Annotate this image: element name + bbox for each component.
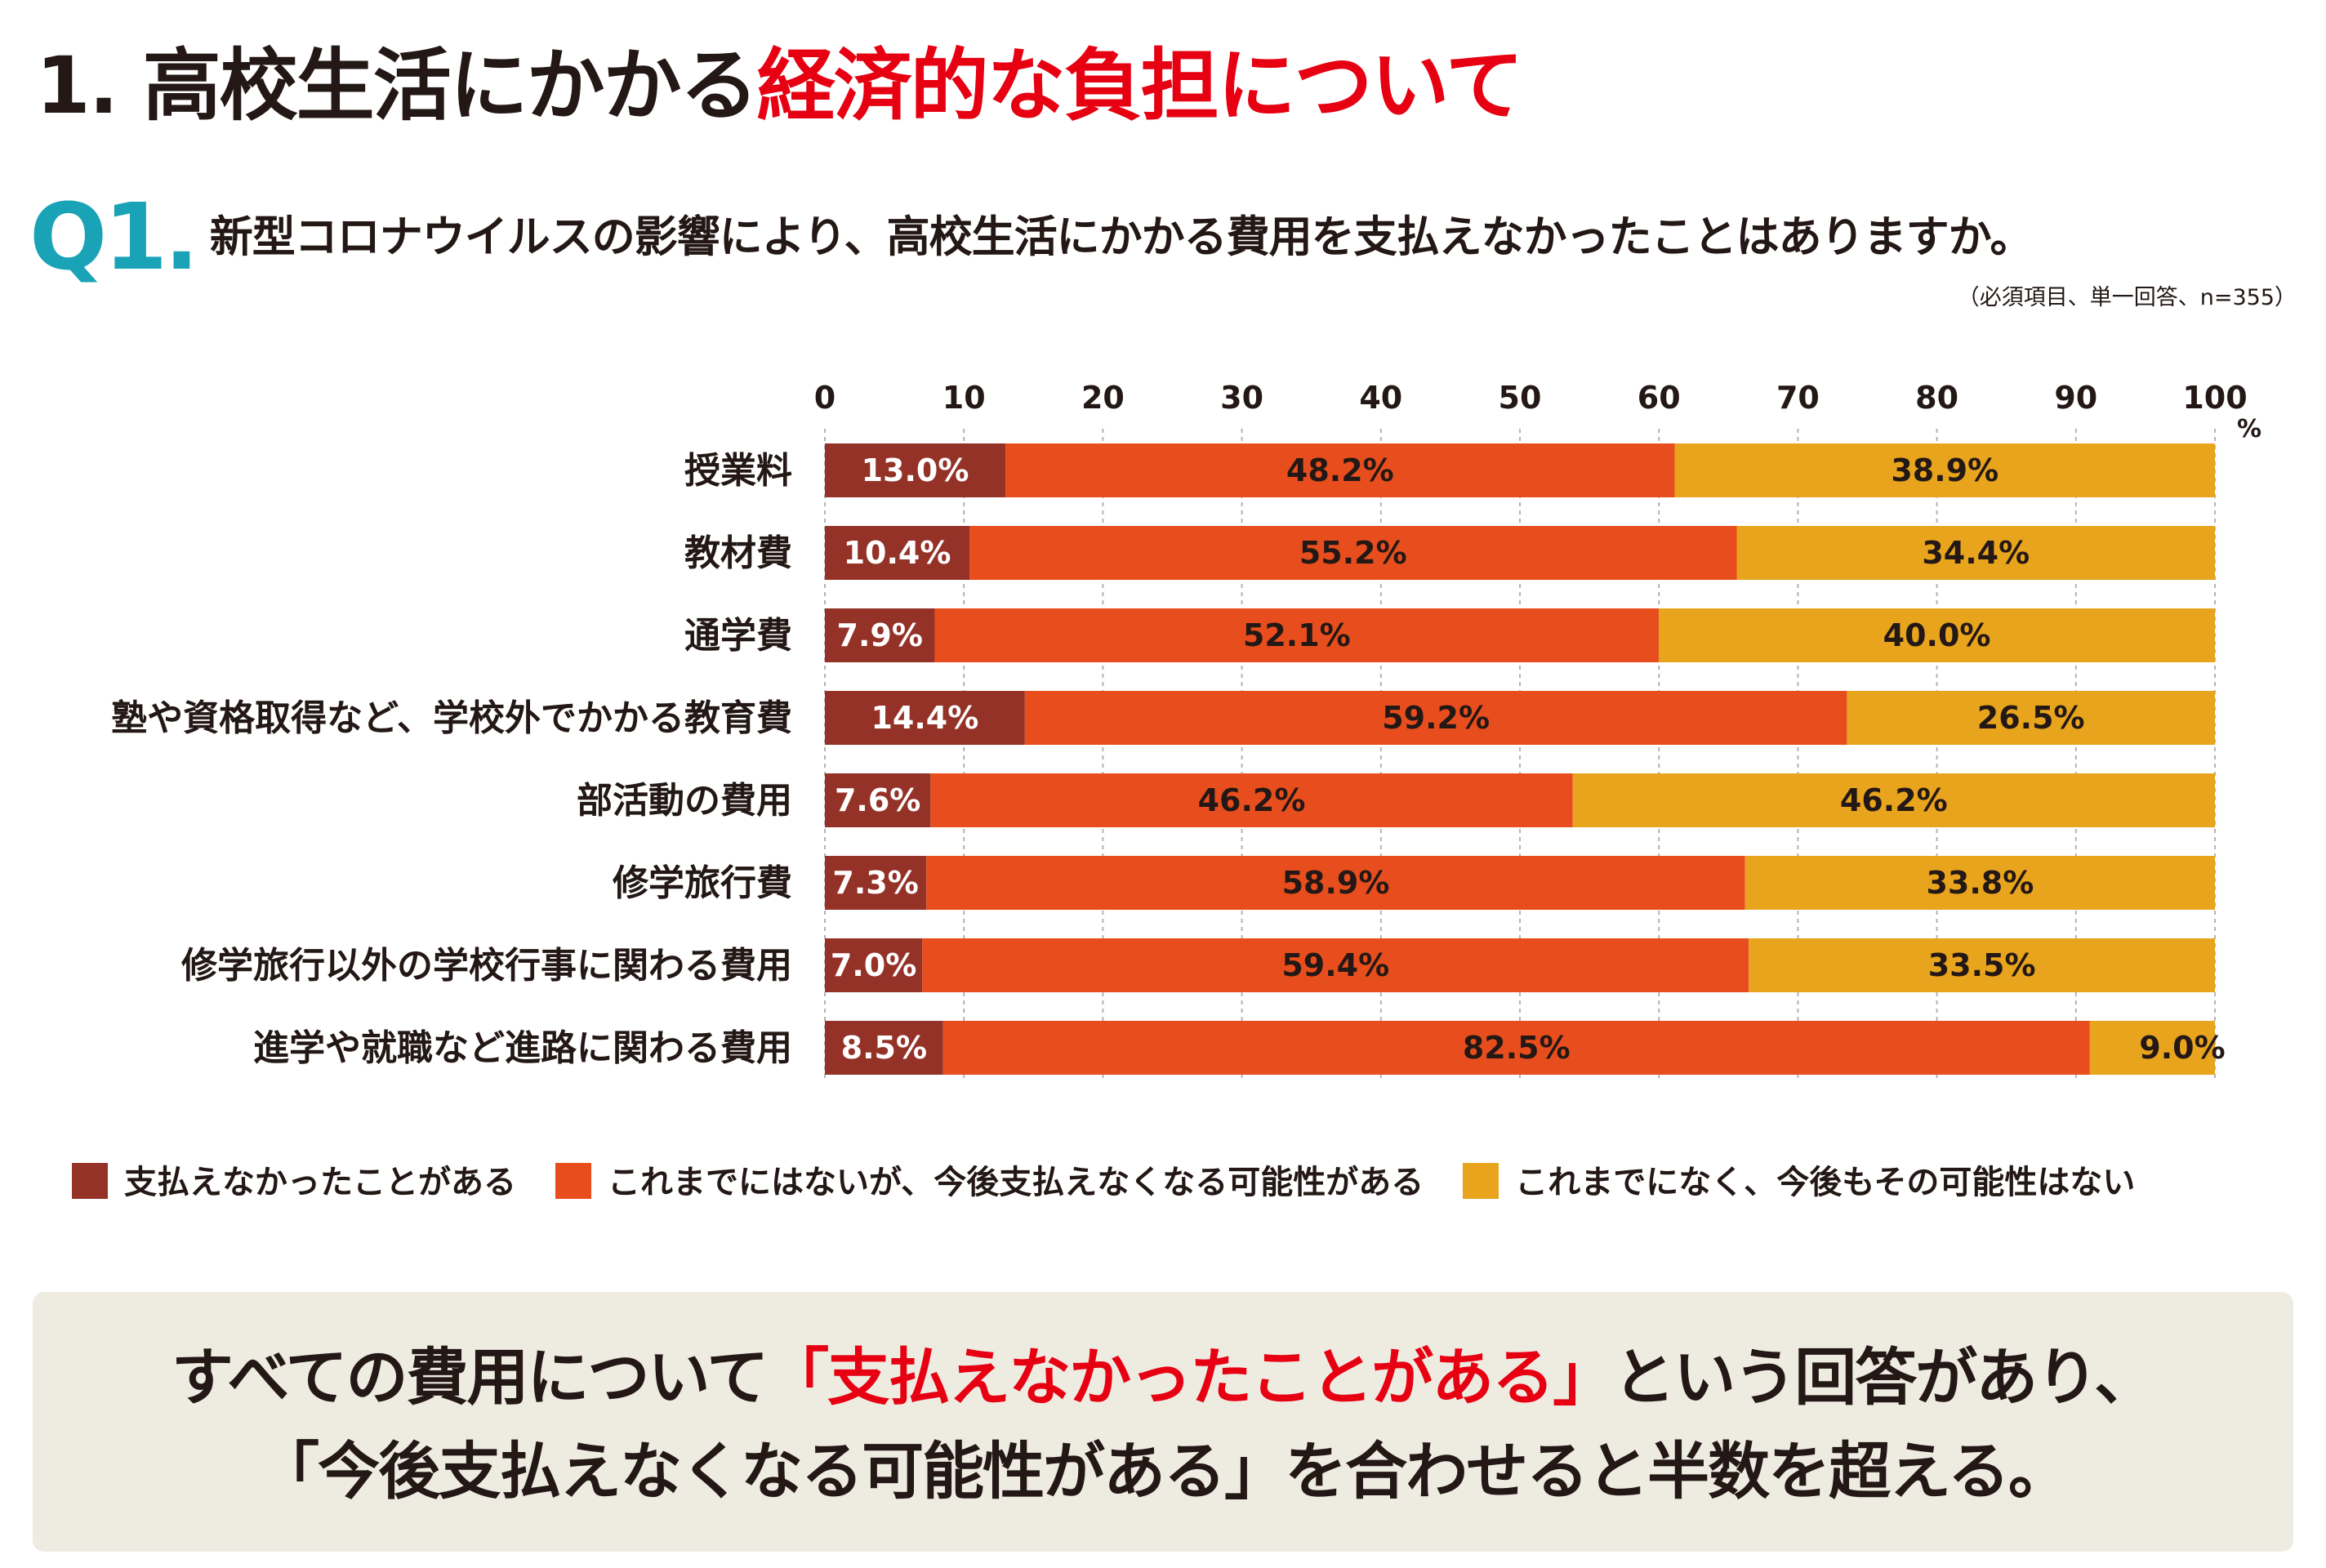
question-note: （必須項目、単一回答、n=355） bbox=[1957, 285, 2297, 310]
bar-segment bbox=[1749, 938, 2215, 992]
bar-segment bbox=[825, 856, 927, 910]
data-label: 7.0% bbox=[831, 947, 916, 983]
bar-segment bbox=[825, 691, 1025, 745]
legend-swatch bbox=[1463, 1163, 1499, 1199]
bar-segment bbox=[1572, 773, 2215, 827]
bar-segment bbox=[930, 773, 1573, 827]
legend-item: これまでになく、今後もその可能性はない bbox=[1463, 1158, 2135, 1207]
bar-segment bbox=[1736, 526, 2215, 580]
data-label: 13.0% bbox=[862, 452, 969, 488]
x-tick-label: 100 bbox=[2182, 380, 2247, 416]
data-label: 14.4% bbox=[871, 700, 978, 736]
category-label: 通学費 bbox=[684, 615, 792, 657]
category-label: 修学旅行以外の学校行事に関わる費用 bbox=[181, 945, 792, 987]
bar-segment bbox=[825, 608, 935, 662]
bar-segment bbox=[825, 773, 931, 827]
category-label: 教材費 bbox=[684, 532, 792, 574]
bar-segment bbox=[1847, 691, 2215, 745]
x-tick-label: 10 bbox=[942, 380, 986, 416]
summary-line-1-a: すべての費用について bbox=[171, 1341, 769, 1414]
data-label: 40.0% bbox=[1883, 617, 1991, 653]
data-label: 7.9% bbox=[837, 617, 923, 653]
data-label: 55.2% bbox=[1299, 535, 1407, 571]
data-label: 26.5% bbox=[1977, 700, 2085, 736]
data-label: 7.6% bbox=[835, 782, 920, 818]
bar-segment bbox=[1659, 608, 2215, 662]
data-label: 82.5% bbox=[1463, 1030, 1571, 1066]
labels-layer: 0 10 20 30 40 50 60 70 80 90 100% 授業料 13.0% 48.2% 38.9… bbox=[111, 380, 2261, 1069]
summary-line-1: すべての費用について「支払えなかったことがある」という回答があり、 bbox=[33, 1333, 2293, 1423]
data-label: 46.2% bbox=[1840, 782, 1948, 818]
legend-label: これまでにはないが、今後支払えなくなる可能性がある bbox=[608, 1164, 1424, 1201]
data-label: 59.4% bbox=[1281, 947, 1389, 983]
x-tick-label: 70 bbox=[1776, 380, 1820, 416]
summary-line-1-b: という回答があり、 bbox=[1613, 1341, 2156, 1414]
bar-segment bbox=[934, 608, 1660, 662]
bar-segment bbox=[1744, 856, 2215, 910]
data-label: 8.5% bbox=[841, 1030, 927, 1066]
legend-item: 支払えなかったことがある bbox=[72, 1158, 516, 1207]
x-tick-label: 60 bbox=[1638, 380, 1681, 416]
data-label: 34.4% bbox=[1922, 535, 2030, 571]
category-label: 進学や就職など進路に関わる費用 bbox=[253, 1027, 792, 1069]
data-label: 46.2% bbox=[1198, 782, 1306, 818]
bar-segment bbox=[1674, 443, 2215, 497]
category-label: 塾や資格取得など、学校外でかかる教育費 bbox=[111, 697, 792, 739]
summary-line-2: 「今後支払えなくなる可能性がある」を合わせると半数を超える。 bbox=[257, 1435, 2070, 1508]
x-tick-label: 30 bbox=[1220, 380, 1263, 416]
stacked-bar-chart: 0 10 20 30 40 50 60 70 80 90 100% 授業料 13.0% 48.2% 38.9… bbox=[111, 380, 2261, 1080]
question-number: Q1. bbox=[29, 185, 199, 291]
x-tick-label: 80 bbox=[1915, 380, 1958, 416]
summary-box: すべての費用について「支払えなかったことがある」という回答があり、 「今後支払え… bbox=[33, 1292, 2293, 1552]
bar-segment bbox=[1024, 691, 1847, 745]
question-row: Q1. 新型コロナウイルスの影響により、高校生活にかかる費用を支払えなかったこと… bbox=[29, 185, 2034, 291]
bar-segment bbox=[2089, 1021, 2215, 1075]
category-label: 部活動の費用 bbox=[577, 780, 792, 822]
data-label: 7.3% bbox=[832, 865, 918, 901]
data-label: 10.4% bbox=[844, 535, 951, 571]
x-tick-label: 40 bbox=[1359, 380, 1402, 416]
legend-label: これまでになく、今後もその可能性はない bbox=[1515, 1164, 2136, 1201]
bar-segment bbox=[942, 1021, 2090, 1075]
legend-swatch bbox=[72, 1163, 108, 1199]
bar-segment bbox=[926, 856, 1745, 910]
bar-segment bbox=[1005, 443, 1675, 497]
section-title-main: 1. 高校生活にかかる bbox=[36, 40, 759, 131]
bar-segment bbox=[825, 938, 923, 992]
bar-segment bbox=[825, 1021, 943, 1075]
x-tick-label: 50 bbox=[1499, 380, 1542, 416]
x-unit-label: % bbox=[2237, 415, 2261, 443]
data-label: 33.8% bbox=[1926, 865, 2034, 901]
category-label: 授業料 bbox=[684, 450, 792, 492]
data-label: 38.9% bbox=[1891, 452, 1998, 488]
bar-segment bbox=[922, 938, 1749, 992]
data-label: 59.2% bbox=[1382, 700, 1490, 736]
bars-layer bbox=[825, 443, 2215, 1075]
x-tick-label: 90 bbox=[2054, 380, 2097, 416]
legend-swatch bbox=[555, 1163, 591, 1199]
data-label: 9.0% bbox=[2139, 1030, 2225, 1066]
legend-label: 支払えなかったことがある bbox=[124, 1164, 516, 1201]
category-label: 修学旅行費 bbox=[613, 862, 792, 904]
data-label: 52.1% bbox=[1243, 617, 1351, 653]
section-title-accent: 経済的な負担について bbox=[756, 40, 1524, 131]
legend-item: これまでにはないが、今後支払えなくなる可能性がある bbox=[555, 1158, 1424, 1207]
x-tick-label: 0 bbox=[814, 380, 835, 416]
bar-segment bbox=[825, 526, 970, 580]
summary-line-1-accent: 「支払えなかったことがある」 bbox=[767, 1341, 1615, 1414]
bar-segment bbox=[969, 526, 1737, 580]
data-label: 48.2% bbox=[1286, 452, 1394, 488]
legend: 支払えなかったことがある これまでにはないが、今後支払えなくなる可能性がある これま… bbox=[72, 1158, 2174, 1207]
data-label: 33.5% bbox=[1928, 947, 2036, 983]
question-text: 新型コロナウイルスの影響により、高校生活にかかる費用を支払えなかったことはありま… bbox=[209, 212, 2034, 262]
x-tick-label: 20 bbox=[1081, 380, 1125, 416]
section-title: 1. 高校生活にかかる経済的な負担について bbox=[36, 33, 1524, 139]
data-label: 58.9% bbox=[1282, 865, 1390, 901]
bar-segment bbox=[825, 443, 1006, 497]
